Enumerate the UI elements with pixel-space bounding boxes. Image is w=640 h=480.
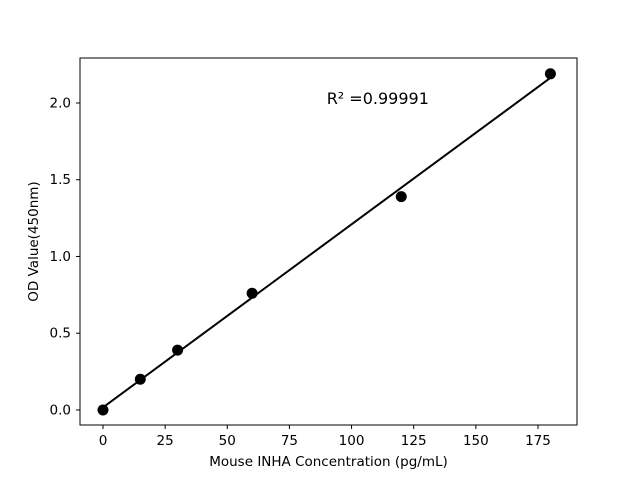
- data-point: [97, 404, 109, 416]
- x-tick-label: 100: [339, 433, 365, 449]
- x-tick-label: 150: [463, 433, 489, 449]
- y-tick-label: 1.5: [50, 172, 71, 188]
- x-axis-ticks: [102, 425, 539, 429]
- y-tick-label: 1.0: [50, 249, 71, 265]
- data-point: [544, 68, 556, 80]
- x-tick-label: 25: [157, 433, 174, 449]
- r-squared-annotation: R² =0.99991: [327, 89, 429, 108]
- x-tick-label: 125: [401, 433, 427, 449]
- x-axis-tick-labels: 0 25 50 75 100 125 150 175: [99, 433, 551, 449]
- y-axis-ticks: [76, 102, 80, 411]
- data-point: [395, 191, 407, 203]
- y-axis-label: OD Value(450nm): [26, 181, 42, 301]
- y-tick-label: 2.0: [50, 95, 71, 111]
- y-tick-label: 0.0: [50, 402, 71, 418]
- y-axis-tick-labels: 0.0 0.5 1.0 1.5 2.0: [50, 95, 71, 418]
- trendline: [102, 77, 551, 409]
- x-tick-label: 175: [525, 433, 551, 449]
- x-tick-label: 0: [99, 433, 108, 449]
- data-point: [134, 373, 146, 385]
- data-point: [172, 344, 184, 356]
- data-points: [97, 68, 556, 416]
- x-tick-label: 75: [281, 433, 298, 449]
- plot-area-border: [79, 57, 578, 426]
- y-tick-label: 0.5: [50, 326, 71, 342]
- x-axis-label: Mouse INHA Concentration (pg/mL): [209, 454, 448, 470]
- x-tick-label: 50: [219, 433, 236, 449]
- data-point: [246, 287, 258, 299]
